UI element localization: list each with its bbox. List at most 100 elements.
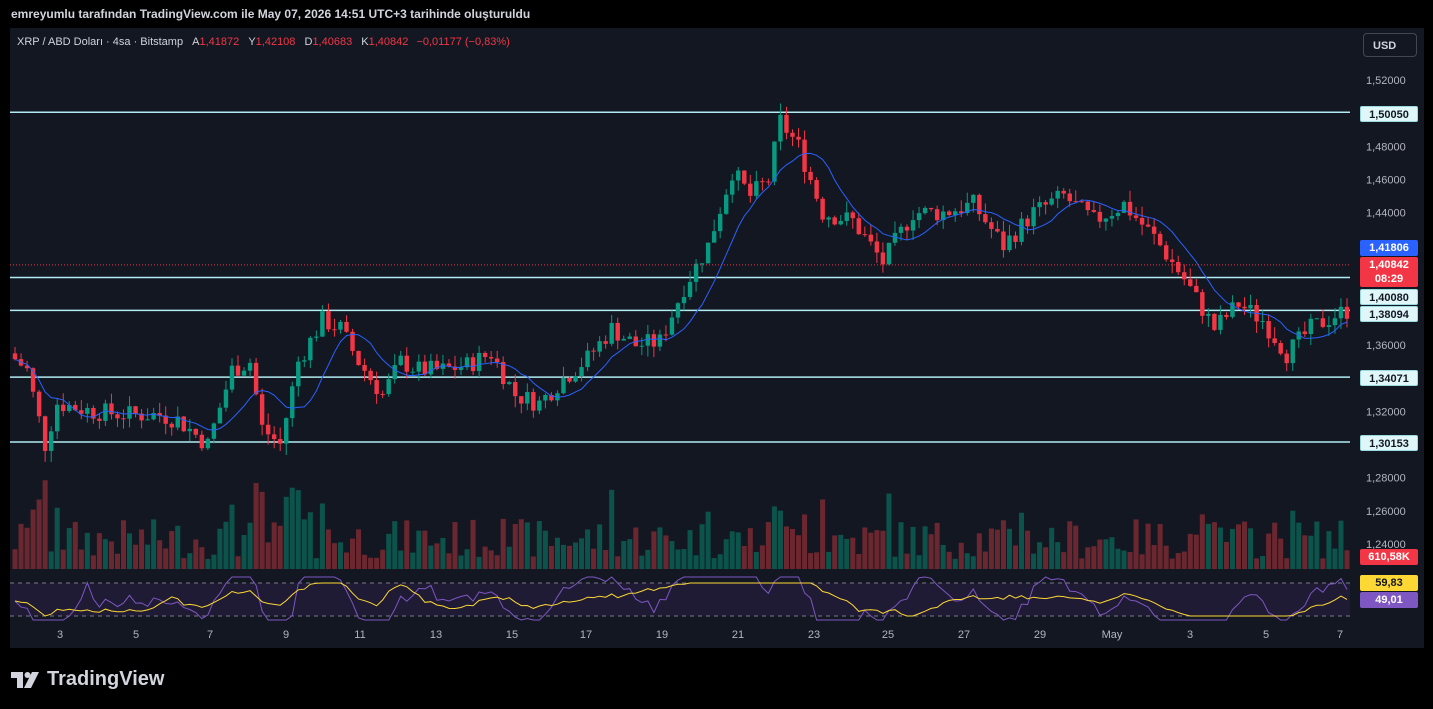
volume-bar	[585, 529, 591, 569]
candle-body	[868, 234, 874, 242]
volume-bar	[271, 522, 277, 569]
volume-bar	[253, 483, 259, 569]
volume-bar	[621, 540, 627, 569]
volume-bar	[1151, 545, 1157, 569]
candle-body	[235, 365, 241, 376]
volume-bar	[48, 551, 54, 569]
volume-tag: 610,58K	[1360, 549, 1418, 565]
volume-bar	[759, 545, 765, 569]
candle-body	[1314, 318, 1320, 320]
volume-bar	[711, 558, 717, 569]
candle-body	[470, 357, 476, 372]
candle-body	[205, 438, 211, 449]
candle-body	[1308, 318, 1314, 335]
volume-bar	[1242, 521, 1248, 569]
volume-bar	[970, 556, 976, 569]
candle-body	[1332, 318, 1338, 326]
volume-bar	[301, 519, 307, 569]
volume-bar	[1326, 531, 1332, 569]
candle-body	[500, 362, 506, 385]
candle-body	[1302, 331, 1308, 335]
volume-bar	[868, 532, 874, 569]
volume-bar	[12, 549, 18, 569]
candle-body	[1061, 190, 1066, 194]
volume-bar	[187, 553, 193, 569]
author-line: emreyumlu tarafından TradingView.com ile…	[11, 7, 531, 21]
y-tick-label: 1,52000	[1366, 75, 1406, 87]
volume-bar	[838, 534, 844, 569]
candle-body	[79, 410, 84, 414]
volume-bar	[832, 535, 838, 569]
candle-body	[259, 394, 265, 425]
volume-bar	[518, 519, 524, 569]
volume-bar	[217, 528, 223, 569]
candle-body	[940, 211, 946, 221]
volume-bar	[1254, 558, 1260, 569]
candle-body	[1326, 325, 1332, 327]
candle-body	[368, 370, 373, 381]
volume-bar	[36, 499, 42, 569]
candle-body	[428, 360, 434, 375]
candle-body	[621, 338, 626, 341]
rsi-pane	[10, 576, 1350, 621]
volume-bar	[554, 537, 560, 569]
chart-canvas[interactable]: 1,52000 1,48000 1,46000 1,44000 1,36000 1,320…	[10, 28, 1424, 648]
candle-body	[61, 404, 66, 412]
candle-body	[910, 220, 916, 231]
candle-body	[772, 141, 777, 182]
candle-body	[151, 413, 156, 420]
candle-body	[422, 361, 428, 375]
candle-body	[627, 336, 632, 339]
tradingview-logo[interactable]: TradingView	[11, 668, 164, 691]
volume-bar	[560, 544, 566, 569]
current-price-tag: 1,40842 08:29	[1360, 257, 1418, 287]
candle-body	[169, 423, 174, 428]
volume-bar	[669, 541, 675, 569]
volume-bar	[1145, 523, 1151, 569]
low-label: D	[304, 36, 313, 48]
candle-body	[241, 370, 247, 376]
volume-bar	[922, 526, 928, 569]
volume-bar	[681, 549, 687, 569]
volume-bar	[1223, 541, 1229, 569]
candle-body	[711, 231, 717, 243]
candle-body	[1338, 306, 1344, 319]
candle-body	[862, 234, 868, 236]
volume-bar	[573, 542, 579, 569]
candle-body	[579, 367, 584, 377]
candle-body	[681, 296, 687, 304]
change-value: −0,01177 (−0,83%)	[416, 36, 510, 48]
volume-bar	[856, 554, 862, 569]
countdown-value: 08:29	[1374, 273, 1404, 285]
volume-bar	[1235, 524, 1242, 569]
candle-body	[1194, 285, 1199, 293]
volume-bar	[211, 554, 217, 569]
candle-body	[934, 209, 940, 221]
volume-bar	[663, 535, 669, 569]
x-tick-label: May	[1102, 629, 1123, 641]
chart-panel[interactable]: 1,52000 1,48000 1,46000 1,44000 1,36000 1,320…	[10, 28, 1424, 648]
volume-bar	[1037, 542, 1043, 569]
candle-body	[543, 394, 548, 401]
candle-body	[1037, 202, 1042, 208]
candle-body	[856, 218, 862, 235]
x-tick-label: 9	[283, 629, 289, 641]
candle-body	[603, 341, 608, 344]
volume-bar	[1067, 521, 1073, 569]
volume-bar	[1055, 542, 1061, 569]
x-tick-label: 23	[808, 629, 820, 641]
volume-bar	[1302, 535, 1308, 569]
volume-bar	[705, 511, 711, 569]
currency-button[interactable]: USD	[1363, 33, 1417, 57]
candle-body	[1049, 198, 1054, 205]
volume-bar	[536, 521, 542, 569]
volume-bar	[295, 490, 301, 569]
candle-body	[591, 350, 596, 352]
volume-bar	[723, 539, 729, 569]
candle-body	[513, 382, 518, 397]
volume-bar	[524, 522, 530, 569]
candle-body	[398, 355, 403, 366]
candle-body	[814, 180, 819, 199]
volume-bar	[802, 514, 808, 569]
candle-body	[265, 424, 271, 435]
